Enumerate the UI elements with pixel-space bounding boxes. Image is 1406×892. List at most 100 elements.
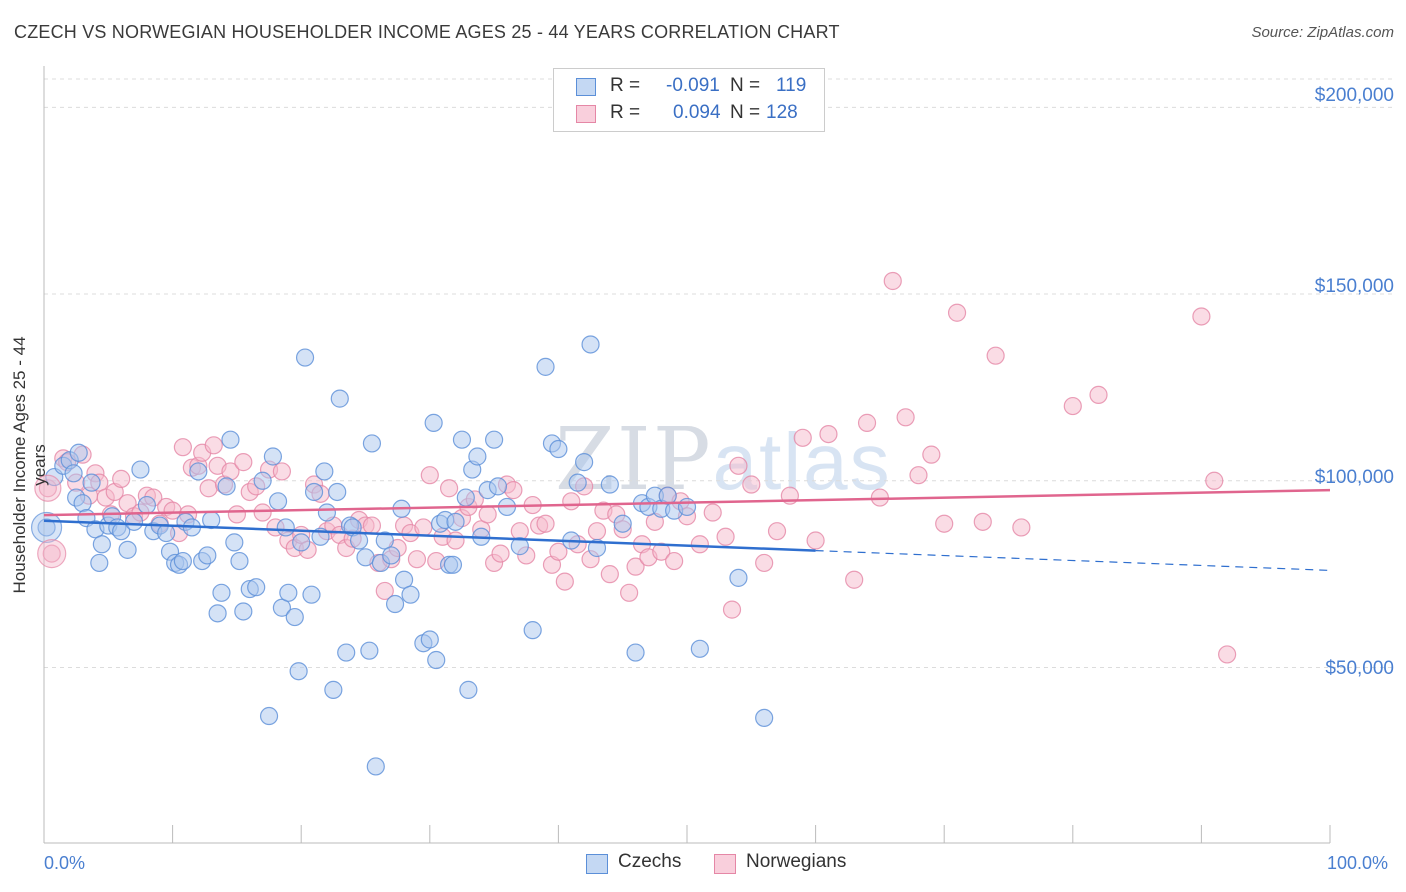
norwegians-point-127	[1063, 396, 1082, 416]
norwegians-point-32	[227, 505, 246, 524]
czechs-point-11	[90, 553, 109, 573]
czechs-point-23	[157, 523, 176, 543]
norwegians-point-106	[722, 600, 742, 619]
czechs-point-37	[221, 430, 240, 449]
norwegians-point-53	[362, 516, 382, 535]
czechs-point-69	[366, 757, 385, 776]
czechs-point-39	[230, 551, 249, 571]
norwegians-point-90	[600, 565, 619, 584]
norwegians-point-12	[112, 469, 131, 489]
czechs-point-93	[485, 430, 504, 449]
norwegians-point-100	[665, 551, 684, 571]
czechs-point-30	[189, 462, 208, 481]
chart-title: CZECH VS NORWEGIAN HOUSEHOLDER INCOME AG…	[14, 22, 840, 42]
y-axis-label: Householder Income Ages 25 - 44 years	[10, 336, 49, 594]
norwegians-point-75	[504, 481, 523, 500]
norwegians-point-82	[549, 542, 568, 561]
czechs-point-103	[575, 453, 594, 472]
norwegians-point-105	[716, 527, 735, 546]
czechs-point-55	[304, 482, 324, 502]
norwegians-point-98	[652, 542, 671, 561]
czechs-point-45	[263, 447, 283, 466]
czechs-point-100	[549, 439, 568, 459]
czechs-point-85	[446, 512, 465, 531]
norwegians-point-107	[729, 456, 748, 475]
czechs-point-96	[510, 537, 529, 556]
norwegians-point-84	[562, 492, 581, 511]
czechs-point-73	[385, 594, 405, 614]
norwegians-point-27	[199, 479, 218, 498]
norwegians-point-120	[909, 466, 928, 485]
czechs-point-44	[259, 706, 279, 726]
norwegians-point-114	[819, 424, 838, 444]
czechs-point-38	[225, 533, 244, 552]
czechs-point-117	[729, 568, 748, 587]
bottom-legend-czechs-swatch	[586, 854, 608, 874]
czechs-point-105	[587, 538, 607, 558]
czechs-point-60	[328, 482, 347, 502]
czechs-point-51	[289, 662, 308, 681]
norwegians-point-28	[204, 436, 223, 455]
czechs-point-90	[468, 447, 487, 466]
x-tick-label-max: 100.0%	[1327, 853, 1389, 873]
czechs-point-80	[427, 650, 446, 670]
czechs-point-40	[234, 602, 253, 621]
czechs-point-19	[131, 460, 150, 479]
norwegians-point-39	[272, 462, 292, 481]
norwegians-point-122	[935, 514, 954, 533]
czechs-point-9	[82, 473, 101, 492]
czechs-point-58	[317, 503, 337, 522]
czechs-point-94	[488, 477, 508, 496]
czechs-point-116	[690, 639, 709, 658]
norwegians-point-126	[1012, 518, 1031, 537]
czechs-point-35	[212, 583, 231, 602]
czechs-trend-line	[43, 519, 816, 552]
czechs-point-4	[64, 464, 83, 483]
bottom-legend-czechs-label: Czechs	[618, 851, 682, 872]
norwegians-point-62	[420, 466, 439, 485]
norwegians-point-66	[446, 531, 465, 550]
czechs-point-97	[523, 621, 542, 640]
czechs-point-32	[198, 546, 217, 565]
norwegians-point-104	[703, 503, 722, 522]
czechs-point-57	[315, 462, 334, 481]
czechs-point-59	[324, 680, 343, 699]
czechs-point-49	[279, 583, 298, 602]
norwegians-point-large-2	[37, 538, 67, 569]
y-tick-label-150000: $150,000	[1314, 276, 1394, 297]
norwegians-trend-line	[43, 488, 1331, 517]
norwegians-point-55	[375, 581, 394, 601]
czechs-point-36	[217, 477, 236, 496]
norwegians-point-73	[491, 544, 510, 563]
source-label: Source: ZipAtlas.com	[1251, 24, 1394, 41]
norwegians-r-value: 0.094	[673, 102, 721, 123]
czechs-point-65	[349, 531, 369, 550]
norwegians-point-115	[845, 570, 864, 589]
norwegians-r-label: R =	[610, 102, 641, 123]
norwegians-point-93	[620, 583, 639, 602]
bottom-legend-norwegians-label: Norwegians	[746, 851, 847, 872]
stats-legend: R = -0.091 N = 119 R = 0.094 N = 128	[553, 68, 825, 132]
czechs-point-68	[362, 434, 382, 453]
norwegians-point-33	[234, 453, 253, 472]
norwegians-point-108	[742, 475, 761, 494]
czechs-point-67	[360, 641, 379, 660]
czechs-point-108	[626, 643, 645, 662]
norwegians-point-125	[986, 346, 1005, 365]
norwegians-point-80	[536, 514, 555, 533]
czechs-point-7	[73, 494, 92, 513]
czechs-point-72	[382, 546, 401, 565]
czechs-trend-line-extension	[815, 550, 1331, 571]
norwegians-point-113	[806, 531, 825, 550]
czechs-point-20	[137, 495, 156, 515]
czechs-point-52	[292, 533, 311, 552]
norwegians-point-103	[690, 535, 709, 554]
czechs-point-54	[302, 585, 321, 604]
norwegians-n-label: N =	[730, 102, 761, 123]
czechs-point-6	[69, 443, 88, 462]
czechs-point-88	[459, 680, 478, 699]
norwegians-point-large-1	[34, 474, 62, 502]
czechs-point-78	[420, 630, 439, 649]
norwegians-point-71	[478, 505, 497, 524]
